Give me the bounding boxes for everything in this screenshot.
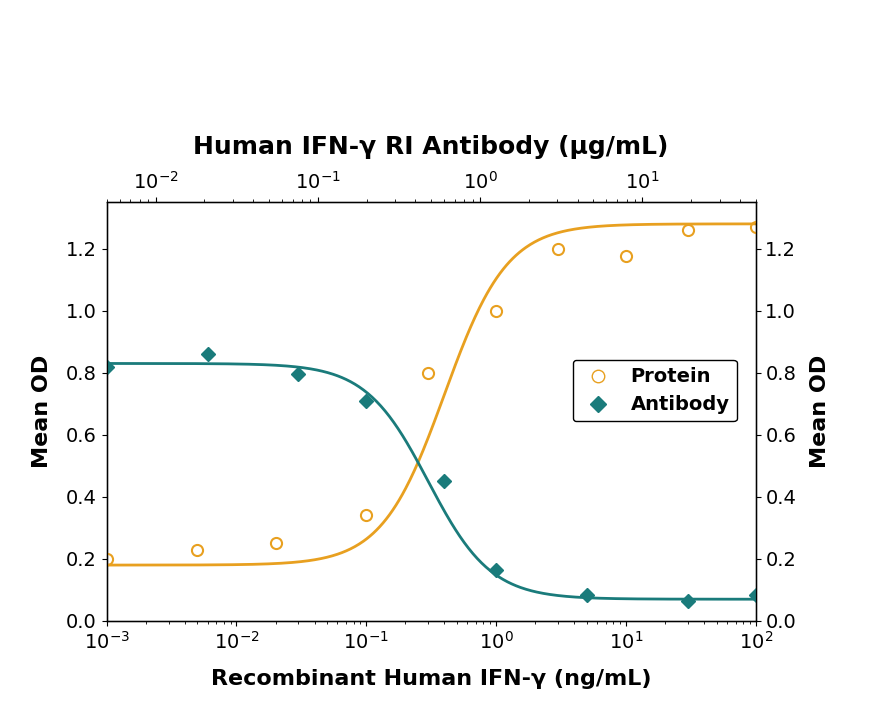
Legend: Protein, Antibody: Protein, Antibody (573, 360, 737, 422)
X-axis label: Human IFN-γ RI Antibody (μg/mL): Human IFN-γ RI Antibody (μg/mL) (194, 135, 669, 159)
X-axis label: Recombinant Human IFN-γ (ng/mL): Recombinant Human IFN-γ (ng/mL) (211, 669, 652, 690)
Y-axis label: Mean OD: Mean OD (32, 355, 52, 468)
Y-axis label: Mean OD: Mean OD (810, 355, 830, 468)
